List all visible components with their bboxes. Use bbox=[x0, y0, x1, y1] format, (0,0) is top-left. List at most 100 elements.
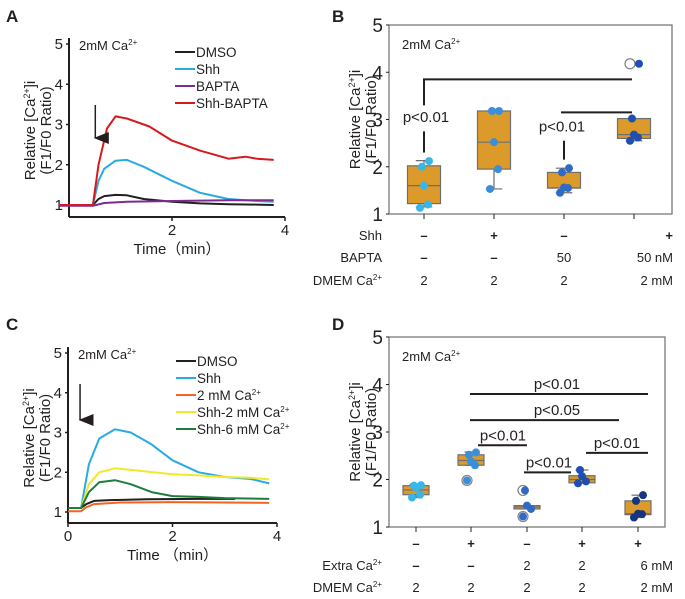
row-value: 2 bbox=[523, 558, 530, 573]
data-point bbox=[578, 472, 586, 481]
y-axis-label-line2: (F1/F0 Ratio) bbox=[363, 75, 380, 163]
data-point bbox=[495, 106, 503, 115]
data-point bbox=[467, 457, 475, 466]
data-point bbox=[630, 130, 638, 139]
y-axis-label-line2: (F1/F0 Ratio) bbox=[363, 388, 380, 476]
y-axis-label-line1: Relative [Ca2+]i bbox=[347, 70, 364, 169]
row-label: BAPTA bbox=[340, 250, 382, 265]
y-tick-label: 5 bbox=[55, 36, 63, 53]
row-value: 50 bbox=[557, 250, 571, 265]
data-point bbox=[558, 168, 566, 177]
row-value: 50 nM bbox=[637, 250, 673, 265]
y-tick-label: 4 bbox=[372, 63, 383, 84]
y-tick-label: 2 bbox=[372, 471, 383, 492]
panel-a-line-chart: 1 2 3 4 5 2 4 Time（min） Relative [Ca2+]i(F1/F0 R… bbox=[22, 36, 289, 258]
y-tick-label: 4 bbox=[372, 376, 383, 397]
y-tick-label: 1 bbox=[372, 518, 383, 539]
panel-letter-a: A bbox=[6, 7, 18, 26]
legend-label: Shh bbox=[196, 62, 220, 77]
data-point bbox=[465, 450, 473, 459]
series-line-shh-bapta bbox=[59, 115, 274, 206]
x-axis-label: Time（min） bbox=[134, 241, 221, 258]
y-tick-label: 1 bbox=[54, 504, 62, 521]
data-point bbox=[626, 136, 634, 145]
significance-bracket bbox=[423, 78, 632, 106]
data-point bbox=[519, 512, 527, 521]
row-label: DMEM Ca2+ bbox=[313, 273, 382, 288]
data-point bbox=[494, 165, 502, 174]
plot-frame bbox=[388, 336, 666, 528]
condition-label: 2mM Ca2+ bbox=[402, 349, 461, 364]
data-point bbox=[417, 481, 425, 490]
y-tick-label: 1 bbox=[372, 205, 383, 226]
row-value: 2 bbox=[523, 580, 530, 595]
shh-value: + bbox=[578, 536, 586, 551]
y-axis-label-line1: Relative [Ca2+]i bbox=[347, 382, 364, 481]
data-point bbox=[472, 448, 480, 457]
y-tick-label: 5 bbox=[372, 328, 383, 349]
data-point bbox=[632, 496, 640, 505]
condition-label: 2mM Ca2+ bbox=[78, 347, 137, 362]
significance-label: p<0.01 bbox=[526, 454, 572, 471]
row-value: 2 bbox=[412, 580, 419, 595]
x-tick-label: 2 bbox=[168, 528, 176, 545]
series-line-2-mm-ca2- bbox=[68, 501, 270, 513]
row-label: Shh bbox=[359, 228, 382, 243]
outlier-marker bbox=[624, 58, 636, 70]
x-tick-label: 4 bbox=[281, 222, 289, 239]
y-tick-label: 2 bbox=[372, 158, 383, 179]
row-value: 2 bbox=[578, 580, 585, 595]
row-value: 2 bbox=[578, 558, 585, 573]
panel-d-box-chart: 1 2 3 4 5 Relative [Ca2+]i(F1/F0 Ratio) 2mM Ca… bbox=[313, 328, 673, 595]
significance-label: p<0.01 bbox=[480, 427, 526, 444]
y-tick-label: 5 bbox=[372, 16, 383, 37]
y-axis-label-line2: (F1/F0 Ratio) bbox=[38, 86, 55, 174]
data-point bbox=[523, 501, 531, 510]
row-value: + bbox=[490, 228, 498, 243]
shh-value: + bbox=[467, 536, 475, 551]
row-value: 2 bbox=[490, 273, 497, 288]
y-tick-label: 4 bbox=[55, 76, 63, 93]
row-value: 2 bbox=[420, 273, 427, 288]
legend-label: Shh-2 mM Ca2+ bbox=[197, 405, 290, 420]
y-tick-label: 2 bbox=[54, 464, 62, 481]
row-value: – bbox=[420, 228, 427, 243]
significance-label: p<0.01 bbox=[534, 376, 580, 393]
row-value: – bbox=[467, 558, 474, 573]
data-point bbox=[486, 184, 494, 193]
y-tick-label: 1 bbox=[55, 197, 63, 214]
legend-label: Shh bbox=[197, 371, 221, 386]
y-tick-label: 3 bbox=[372, 423, 383, 444]
legend-label: Shh-6 mM Ca2+ bbox=[197, 422, 290, 437]
row-label: DMEM Ca2+ bbox=[313, 580, 382, 595]
data-point bbox=[490, 138, 498, 147]
y-axis-label-line2: (F1/F0 Ratio) bbox=[37, 394, 54, 482]
series-line-shh-6-mm-ca2- bbox=[68, 479, 270, 509]
data-point bbox=[521, 486, 529, 495]
row-value: 2 bbox=[560, 273, 567, 288]
x-tick-label: 4 bbox=[273, 528, 281, 545]
series-line-shh bbox=[59, 158, 274, 206]
data-point bbox=[634, 509, 642, 518]
data-point bbox=[574, 479, 582, 488]
legend-label: DMSO bbox=[197, 354, 238, 369]
legend-label: BAPTA bbox=[196, 79, 239, 94]
data-point bbox=[635, 59, 643, 68]
data-point bbox=[416, 203, 424, 212]
series-line-dmso bbox=[59, 193, 274, 206]
row-value: 2 mM bbox=[641, 273, 674, 288]
data-point bbox=[408, 493, 416, 502]
panel-letter-c: C bbox=[6, 315, 18, 334]
row-value: – bbox=[420, 250, 427, 265]
panel-letter-b: B bbox=[332, 7, 344, 26]
data-point bbox=[628, 114, 636, 123]
y-tick-label: 4 bbox=[54, 385, 62, 402]
legend-label: 2 mM Ca2+ bbox=[197, 388, 261, 403]
y-axis-label-line1: Relative [Ca2+]i bbox=[21, 388, 38, 487]
row-value: – bbox=[490, 250, 497, 265]
y-tick-label: 2 bbox=[55, 157, 63, 174]
shh-value: + bbox=[634, 536, 642, 551]
y-axis-label-line1: Relative [Ca2+]i bbox=[22, 81, 39, 180]
x-axis-label: Time （min） bbox=[127, 547, 218, 564]
